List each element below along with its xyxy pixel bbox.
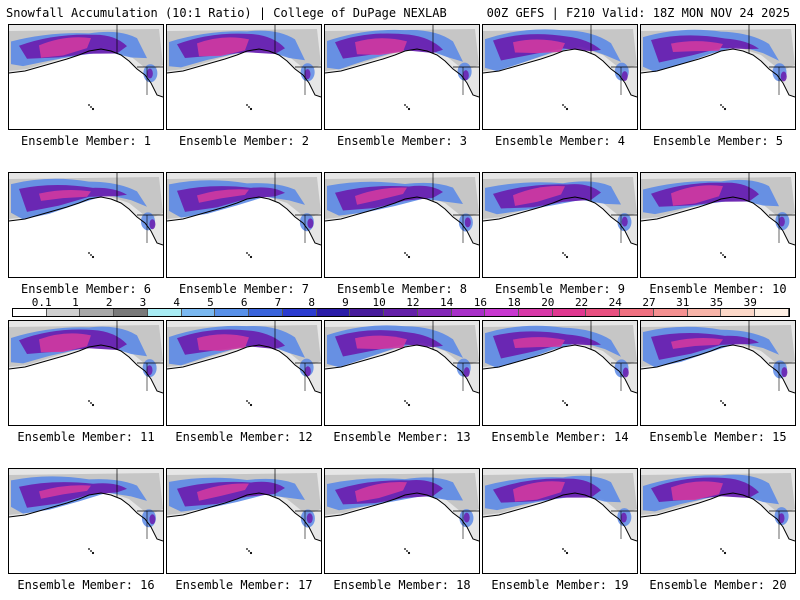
legend-value: 8 xyxy=(308,296,315,309)
legend-value: 7 xyxy=(274,296,282,309)
legend-swatch xyxy=(485,309,520,316)
legend-swatch xyxy=(13,309,47,316)
member-2-map xyxy=(166,24,322,130)
legend-swatch xyxy=(80,309,115,316)
legend-swatch xyxy=(316,309,351,316)
member-12-label: Ensemble Member: 12 xyxy=(175,430,313,444)
color-legend: 0.1 1 2 3 4 5 6 7 8 9 10 12 14 16 18 20 22 24 27 31 35 39 xyxy=(12,296,790,318)
legend-value: 14 xyxy=(439,296,454,309)
member-10-label: Ensemble Member: 10 xyxy=(649,282,787,296)
legend-colorbar xyxy=(12,308,790,317)
legend-value: 27 xyxy=(642,296,656,309)
member-16-label: Ensemble Member: 16 xyxy=(17,578,155,592)
member-1-label: Ensemble Member: 1 xyxy=(20,134,152,148)
member-16-map xyxy=(8,468,164,574)
legend-swatch xyxy=(282,309,317,316)
member-13-label: Ensemble Member: 13 xyxy=(333,430,471,444)
legend-swatch xyxy=(181,309,216,316)
run-valid-time: 00Z GEFS | F210 Valid: 18Z MON NOV 24 20… xyxy=(486,6,790,20)
legend-swatch xyxy=(384,309,418,316)
legend-swatch xyxy=(620,309,654,316)
legend-swatch xyxy=(586,309,621,316)
member-14-map xyxy=(482,320,638,426)
member-19-label: Ensemble Member: 19 xyxy=(491,578,629,592)
legend-value: 10 xyxy=(372,296,386,309)
legend-swatch xyxy=(215,309,250,316)
member-13-map xyxy=(324,320,480,426)
legend-swatch xyxy=(417,309,452,316)
legend-value: 16 xyxy=(473,296,487,309)
member-2-label: Ensemble Member: 2 xyxy=(178,134,310,148)
member-1-map xyxy=(8,24,164,130)
legend-value: 2 xyxy=(105,296,113,309)
member-11-map xyxy=(8,320,164,426)
legend-value: 9 xyxy=(342,296,349,309)
member-5-label: Ensemble Member: 5 xyxy=(652,134,784,148)
member-11-label: Ensemble Member: 11 xyxy=(17,430,155,444)
member-8-label: Ensemble Member: 8 xyxy=(336,282,468,296)
chart-title: Snowfall Accumulation (10:1 Ratio) | Col… xyxy=(6,6,447,20)
legend-value: 31 xyxy=(676,296,690,309)
member-8-map xyxy=(324,172,480,278)
legend-swatch xyxy=(552,309,587,316)
member-3-map xyxy=(324,24,480,130)
member-20-label: Ensemble Member: 20 xyxy=(649,578,787,592)
legend-swatch xyxy=(46,309,81,316)
member-18-label: Ensemble Member: 18 xyxy=(333,578,471,592)
member-15-label: Ensemble Member: 15 xyxy=(649,430,787,444)
member-4-map xyxy=(482,24,638,130)
member-18-map xyxy=(324,468,480,574)
legend-value: 1 xyxy=(72,296,79,309)
legend-swatch xyxy=(350,309,385,316)
member-7-label: Ensemble Member: 7 xyxy=(178,282,310,296)
member-20-map xyxy=(640,468,796,574)
legend-value: 35 xyxy=(709,296,724,309)
legend-swatch xyxy=(114,309,148,316)
member-4-label: Ensemble Member: 4 xyxy=(494,134,626,148)
member-9-label: Ensemble Member: 9 xyxy=(494,282,626,296)
member-12-map xyxy=(166,320,322,426)
legend-swatch xyxy=(451,309,486,316)
legend-value: 0.1 xyxy=(31,296,52,309)
legend-swatch xyxy=(147,309,182,316)
member-6-label: Ensemble Member: 6 xyxy=(20,282,152,296)
member-5-map xyxy=(640,24,796,130)
member-17-map xyxy=(166,468,322,574)
legend-value: 6 xyxy=(240,296,248,309)
legend-value: 39 xyxy=(743,296,757,309)
legend-value: 24 xyxy=(608,296,622,309)
legend-value: 4 xyxy=(173,296,180,309)
legend-swatch xyxy=(755,309,789,316)
member-9-map xyxy=(482,172,638,278)
member-6-map xyxy=(8,172,164,278)
legend-swatch xyxy=(653,309,688,316)
member-14-label: Ensemble Member: 14 xyxy=(491,430,629,444)
legend-swatch xyxy=(721,309,756,316)
legend-value: 22 xyxy=(574,296,589,309)
member-3-label: Ensemble Member: 3 xyxy=(336,134,468,148)
member-7-map xyxy=(166,172,322,278)
member-15-map xyxy=(640,320,796,426)
legend-swatch xyxy=(519,309,553,316)
legend-value: 3 xyxy=(139,296,147,309)
legend-value: 5 xyxy=(207,296,214,309)
member-19-map xyxy=(482,468,638,574)
member-10-map xyxy=(640,172,796,278)
legend-swatch xyxy=(249,309,283,316)
legend-value: 18 xyxy=(507,296,521,309)
legend-value: 20 xyxy=(541,296,555,309)
legend-value: 12 xyxy=(406,296,420,309)
member-17-label: Ensemble Member: 17 xyxy=(175,578,313,592)
legend-swatch xyxy=(687,309,722,316)
